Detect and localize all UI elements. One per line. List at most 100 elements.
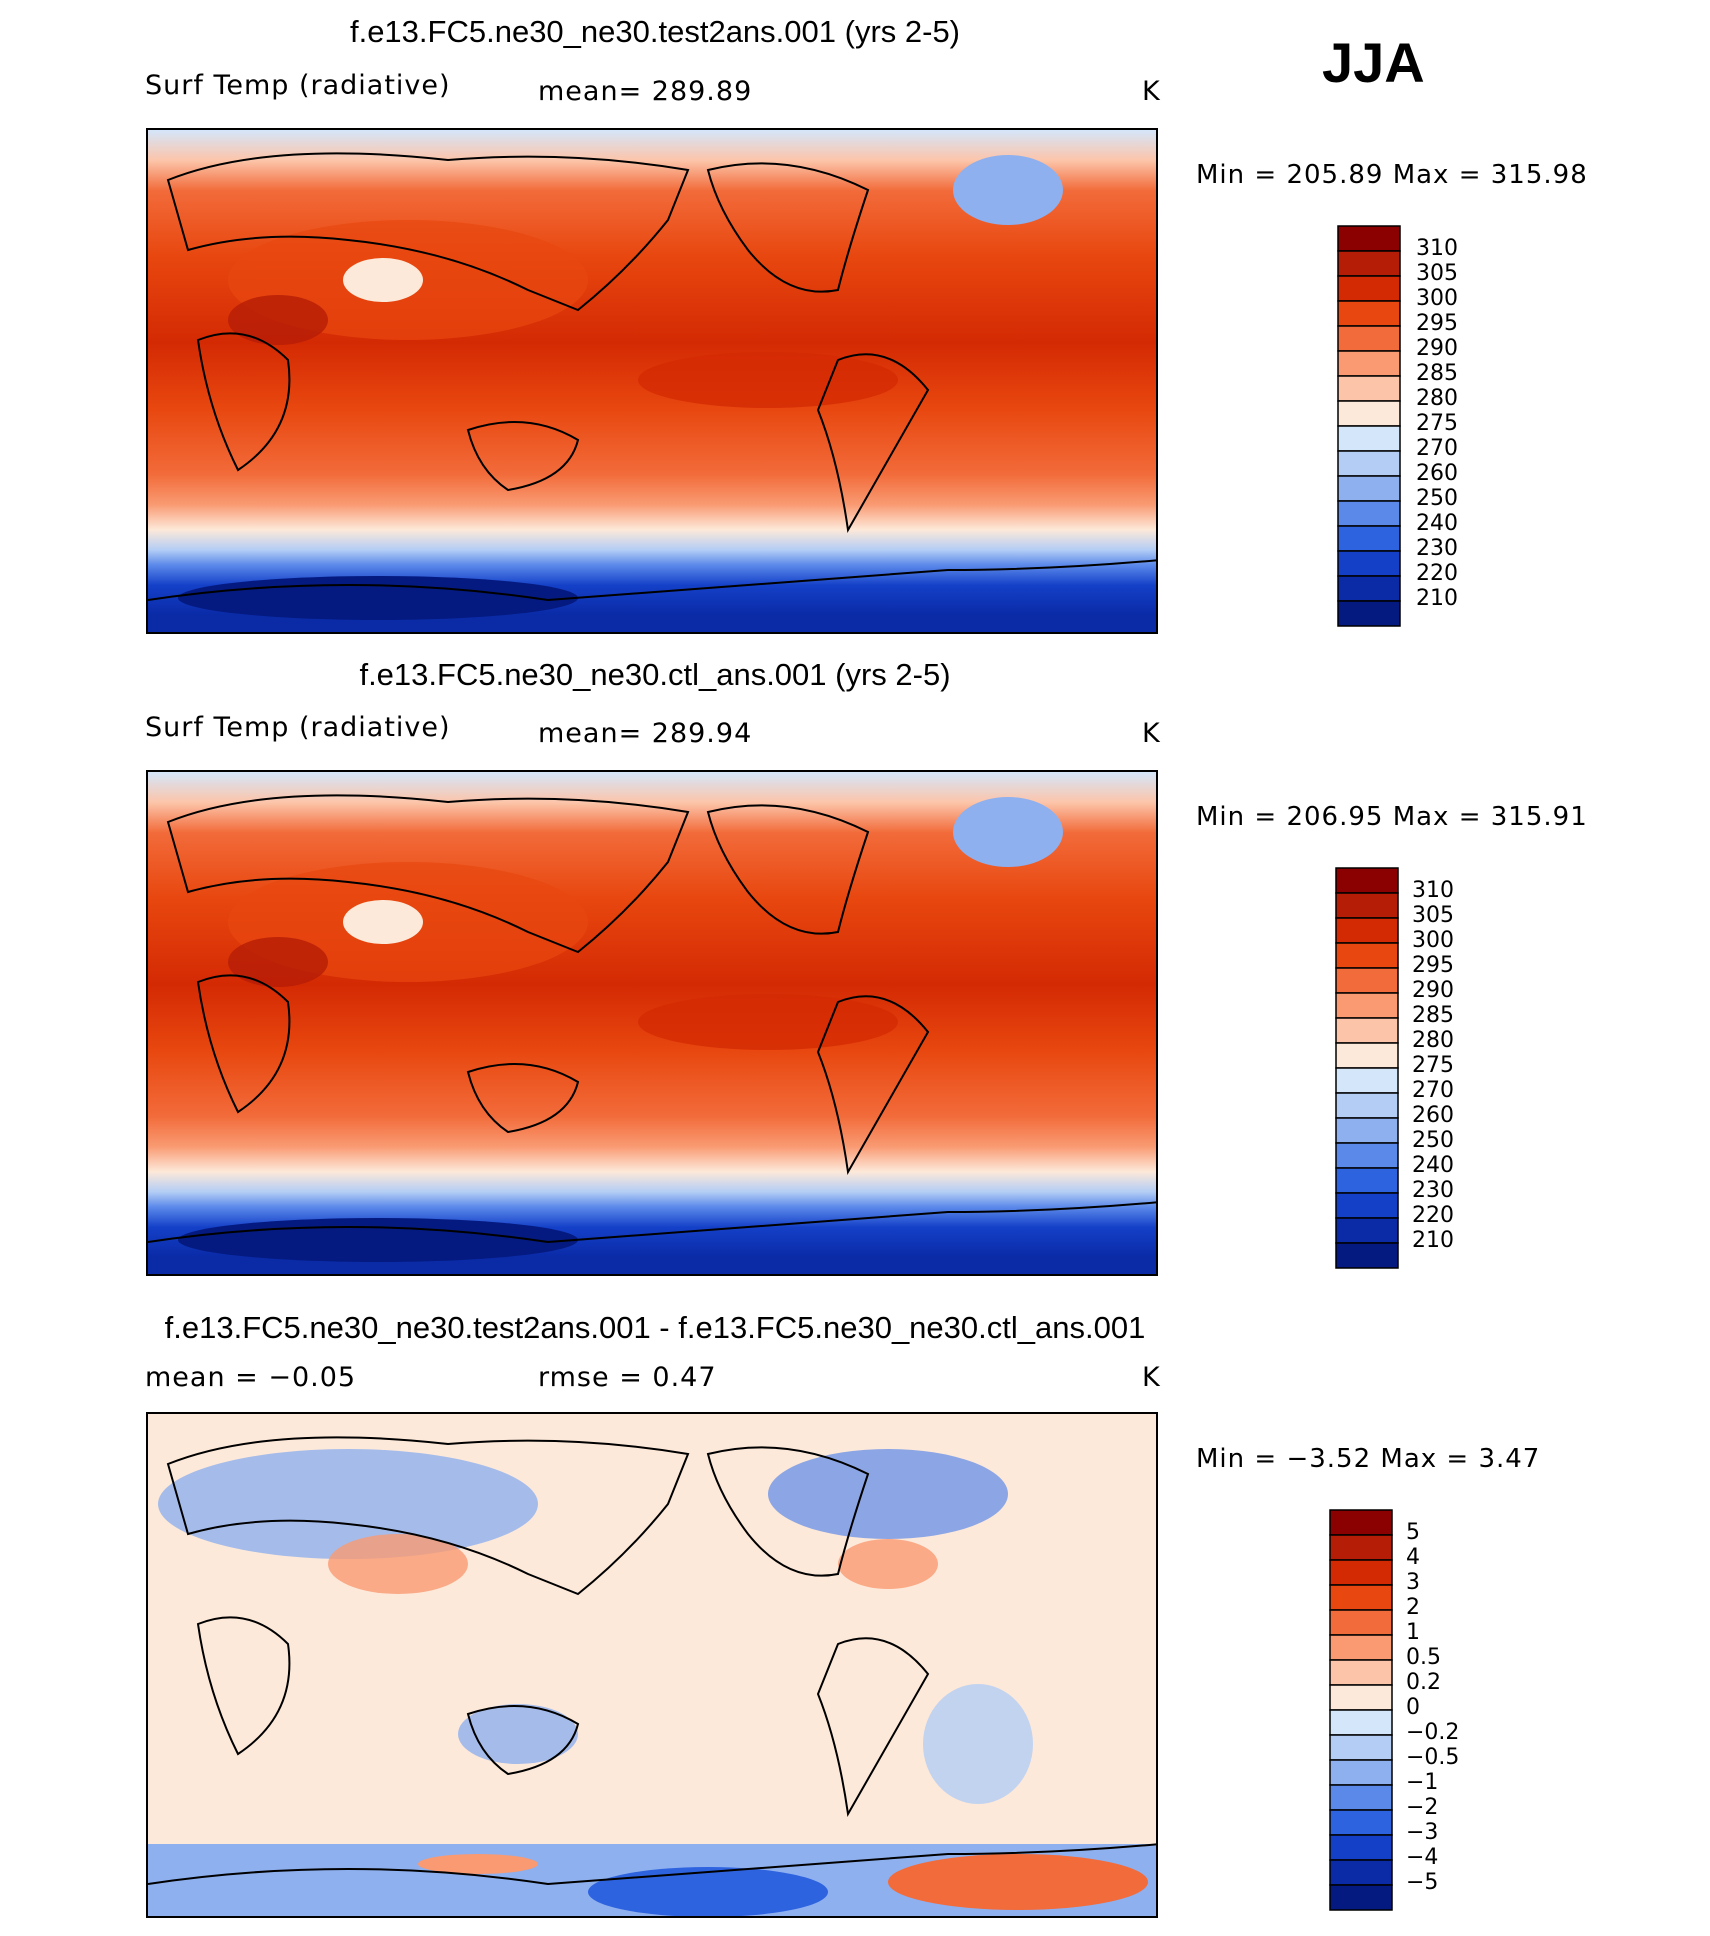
colorbar-tick-label: 275 xyxy=(1412,1055,1454,1077)
colorbar-tick-label: 300 xyxy=(1416,288,1458,310)
panel3-minmax: Min = −3.52 Max = 3.47 xyxy=(1196,1444,1540,1474)
colorbar-segment xyxy=(1336,1143,1398,1168)
colorbar-segment xyxy=(1336,893,1398,918)
colorbar-tick-label: −0.2 xyxy=(1406,1722,1459,1744)
colorbar-segment xyxy=(1338,601,1400,626)
colorbar-segment xyxy=(1338,401,1400,426)
colorbar-segment xyxy=(1330,1585,1392,1610)
colorbar-segment xyxy=(1338,576,1400,601)
colorbar-tick-label: −1 xyxy=(1406,1772,1438,1794)
panel3-title: f.e13.FC5.ne30_ne30.test2ans.001 - f.e13… xyxy=(0,1310,1310,1346)
colorbar-segment xyxy=(1338,251,1400,276)
panel1-units: K xyxy=(1142,76,1161,107)
colorbar-segment xyxy=(1330,1660,1392,1685)
panel3-mean: mean = −0.05 xyxy=(145,1362,356,1393)
colorbar-segment xyxy=(1338,451,1400,476)
colorbar-segment xyxy=(1330,1535,1392,1560)
colorbar-tick-label: 295 xyxy=(1412,955,1454,977)
panel3-colorbar xyxy=(1330,1510,1392,1910)
colorbar-tick-label: −2 xyxy=(1406,1797,1438,1819)
panel2-colorbar xyxy=(1336,868,1398,1268)
colorbar-segment xyxy=(1336,1193,1398,1218)
colorbar-segment xyxy=(1330,1885,1392,1910)
colorbar-segment xyxy=(1330,1510,1392,1535)
panel1-variable: Surf Temp (radiative) xyxy=(145,70,451,101)
colorbar-tick-label: 260 xyxy=(1416,463,1458,485)
colorbar-tick-label: 1 xyxy=(1406,1622,1420,1644)
colorbar-segment xyxy=(1336,1093,1398,1118)
colorbar-tick-label: 295 xyxy=(1416,313,1458,335)
colorbar-tick-label: 240 xyxy=(1412,1155,1454,1177)
colorbar-segment xyxy=(1330,1785,1392,1810)
colorbar-segment xyxy=(1330,1835,1392,1860)
colorbar-tick-label: 220 xyxy=(1416,563,1458,585)
colorbar-segment xyxy=(1330,1735,1392,1760)
colorbar-tick-label: −0.5 xyxy=(1406,1747,1459,1769)
colorbar-segment xyxy=(1336,968,1398,993)
colorbar-segment xyxy=(1330,1860,1392,1885)
panel2-mean: mean= 289.94 xyxy=(538,718,752,749)
colorbar-segment xyxy=(1336,1018,1398,1043)
colorbar-tick-label: 210 xyxy=(1412,1230,1454,1252)
season-label: JJA xyxy=(1322,30,1425,95)
colorbar-tick-label: 3 xyxy=(1406,1572,1420,1594)
panel1-mean: mean= 289.89 xyxy=(538,76,752,107)
colorbar-segment xyxy=(1330,1685,1392,1710)
colorbar-tick-label: 270 xyxy=(1416,438,1458,460)
colorbar-tick-label: 0.5 xyxy=(1406,1647,1441,1669)
panel2-minmax: Min = 206.95 Max = 315.91 xyxy=(1196,802,1588,832)
panel2-units: K xyxy=(1142,718,1161,749)
colorbar-segment xyxy=(1338,226,1400,251)
panel3-rmse: rmse = 0.47 xyxy=(538,1362,717,1393)
panel3-map-svg xyxy=(148,1414,1158,1918)
colorbar-segment xyxy=(1336,918,1398,943)
colorbar-tick-label: 270 xyxy=(1412,1080,1454,1102)
panel3-colorbar-svg xyxy=(1330,1510,1392,1910)
colorbar-tick-label: 310 xyxy=(1412,880,1454,902)
colorbar-segment xyxy=(1338,276,1400,301)
colorbar-segment xyxy=(1336,868,1398,893)
colorbar-tick-label: 260 xyxy=(1412,1105,1454,1127)
colorbar-segment xyxy=(1330,1610,1392,1635)
colorbar-tick-label: 285 xyxy=(1416,363,1458,385)
colorbar-tick-label: 310 xyxy=(1416,238,1458,260)
colorbar-tick-label: 250 xyxy=(1412,1130,1454,1152)
colorbar-tick-label: 210 xyxy=(1416,588,1458,610)
panel1-title: f.e13.FC5.ne30_ne30.test2ans.001 (yrs 2-… xyxy=(0,14,1310,50)
colorbar-segment xyxy=(1330,1635,1392,1660)
colorbar-segment xyxy=(1330,1760,1392,1785)
colorbar-tick-label: 0 xyxy=(1406,1697,1420,1719)
colorbar-tick-label: 0.2 xyxy=(1406,1672,1441,1694)
colorbar-tick-label: 305 xyxy=(1416,263,1458,285)
colorbar-segment xyxy=(1338,301,1400,326)
colorbar-tick-label: 230 xyxy=(1412,1180,1454,1202)
colorbar-segment xyxy=(1338,551,1400,576)
colorbar-segment xyxy=(1336,943,1398,968)
colorbar-segment xyxy=(1338,351,1400,376)
panel1-map-svg xyxy=(148,130,1158,634)
colorbar-segment xyxy=(1338,501,1400,526)
colorbar-tick-label: 230 xyxy=(1416,538,1458,560)
colorbar-segment xyxy=(1330,1810,1392,1835)
colorbar-tick-label: 240 xyxy=(1416,513,1458,535)
colorbar-segment xyxy=(1338,526,1400,551)
colorbar-tick-label: 280 xyxy=(1416,388,1458,410)
colorbar-tick-label: 275 xyxy=(1416,413,1458,435)
colorbar-tick-label: 290 xyxy=(1416,338,1458,360)
colorbar-segment xyxy=(1336,1118,1398,1143)
panel2-map xyxy=(146,770,1158,1276)
panel3-map xyxy=(146,1412,1158,1918)
colorbar-tick-label: −4 xyxy=(1406,1847,1438,1869)
colorbar-tick-label: 5 xyxy=(1406,1522,1420,1544)
colorbar-segment xyxy=(1336,1043,1398,1068)
colorbar-segment xyxy=(1336,993,1398,1018)
colorbar-segment xyxy=(1336,1243,1398,1268)
colorbar-segment xyxy=(1330,1560,1392,1585)
panel2-variable: Surf Temp (radiative) xyxy=(145,712,451,743)
colorbar-segment xyxy=(1336,1168,1398,1193)
colorbar-segment xyxy=(1338,326,1400,351)
colorbar-tick-label: 290 xyxy=(1412,980,1454,1002)
colorbar-tick-label: −3 xyxy=(1406,1822,1438,1844)
colorbar-tick-label: 250 xyxy=(1416,488,1458,510)
colorbar-tick-label: 2 xyxy=(1406,1597,1420,1619)
